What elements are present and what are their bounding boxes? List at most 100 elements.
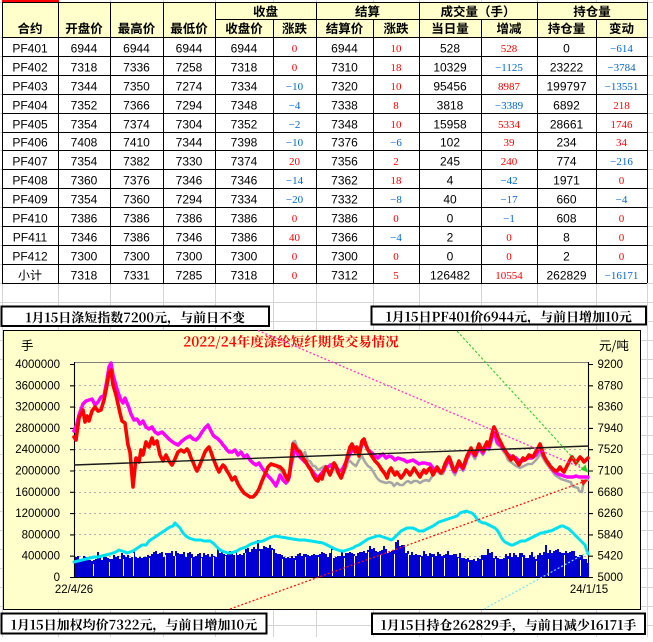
svg-text:24/1/15: 24/1/15: [570, 584, 608, 596]
svg-text:0: 0: [292, 251, 298, 263]
svg-text:0: 0: [393, 251, 399, 263]
svg-text:PF411: PF411: [13, 231, 48, 245]
svg-text:−20: −20: [286, 194, 304, 206]
svg-text:PF405: PF405: [12, 118, 48, 132]
svg-text:7294: 7294: [176, 193, 203, 207]
svg-text:28661: 28661: [550, 118, 584, 132]
svg-text:6944: 6944: [176, 42, 203, 56]
svg-text:0: 0: [619, 251, 625, 263]
svg-text:10554: 10554: [495, 270, 523, 282]
svg-text:6944: 6944: [231, 42, 258, 56]
svg-text:23222: 23222: [550, 61, 584, 75]
svg-text:PF403: PF403: [12, 80, 48, 94]
svg-text:7344: 7344: [71, 80, 98, 94]
svg-text:5840: 5840: [598, 529, 624, 541]
svg-text:7386: 7386: [331, 212, 358, 226]
svg-text:7354: 7354: [71, 155, 98, 169]
svg-text:7352: 7352: [231, 118, 258, 132]
svg-text:7354: 7354: [71, 118, 98, 132]
svg-text:PF408: PF408: [12, 174, 48, 188]
svg-text:0: 0: [54, 572, 60, 584]
svg-text:234: 234: [556, 136, 576, 150]
svg-text:10329: 10329: [433, 61, 467, 75]
svg-text:10: 10: [391, 43, 403, 55]
svg-text:7285: 7285: [176, 269, 203, 283]
svg-text:8: 8: [563, 231, 570, 245]
svg-text:PF402: PF402: [12, 61, 48, 75]
svg-text:2400000: 2400000: [15, 444, 60, 456]
svg-text:0: 0: [447, 250, 454, 264]
svg-text:7320: 7320: [331, 80, 358, 94]
svg-text:7386: 7386: [231, 231, 258, 245]
svg-text:7310: 7310: [331, 61, 358, 75]
svg-text:6680: 6680: [598, 487, 624, 499]
svg-text:7410: 7410: [123, 136, 150, 150]
svg-text:528: 528: [440, 42, 460, 56]
svg-text:2: 2: [563, 250, 570, 264]
svg-text:0: 0: [563, 42, 570, 56]
svg-text:7331: 7331: [123, 269, 150, 283]
svg-text:PF401: PF401: [12, 42, 48, 56]
svg-text:6944: 6944: [123, 42, 150, 56]
svg-text:1746: 1746: [611, 119, 634, 131]
svg-text:−614: −614: [610, 43, 633, 55]
svg-text:7346: 7346: [231, 174, 258, 188]
svg-text:−14: −14: [286, 175, 304, 187]
svg-text:0: 0: [447, 212, 454, 226]
svg-text:262829: 262829: [546, 269, 586, 283]
svg-text:7332: 7332: [331, 193, 358, 207]
svg-text:5420: 5420: [598, 551, 624, 563]
svg-text:7348: 7348: [231, 99, 258, 113]
svg-text:2000000: 2000000: [15, 466, 60, 478]
svg-text:2: 2: [393, 156, 399, 168]
svg-text:5000: 5000: [598, 572, 624, 584]
svg-text:6260: 6260: [598, 508, 624, 520]
svg-text:10: 10: [391, 119, 403, 131]
svg-text:−4: −4: [390, 232, 402, 244]
svg-text:7318: 7318: [71, 269, 98, 283]
svg-text:800000: 800000: [22, 529, 60, 541]
svg-text:7258: 7258: [176, 61, 203, 75]
svg-text:7348: 7348: [331, 118, 358, 132]
svg-text:7360: 7360: [123, 193, 150, 207]
svg-text:39: 39: [504, 137, 516, 149]
svg-text:6944: 6944: [71, 42, 98, 56]
svg-text:7100: 7100: [598, 466, 624, 478]
svg-text:4000000: 4000000: [15, 359, 60, 371]
svg-text:−3389: −3389: [495, 100, 524, 112]
svg-text:7520: 7520: [598, 444, 624, 456]
svg-text:4: 4: [447, 174, 454, 188]
svg-text:7334: 7334: [231, 80, 258, 94]
svg-text:34: 34: [616, 137, 628, 149]
svg-text:22/4/26: 22/4/26: [55, 584, 93, 596]
svg-text:7374: 7374: [231, 155, 258, 169]
svg-text:7362: 7362: [331, 174, 358, 188]
svg-text:1600000: 1600000: [15, 487, 60, 499]
svg-text:7336: 7336: [123, 61, 150, 75]
svg-text:8360: 8360: [598, 402, 624, 414]
svg-text:0: 0: [506, 232, 512, 244]
svg-text:218: 218: [613, 100, 630, 112]
svg-text:−13551: −13551: [605, 81, 639, 93]
svg-text:3818: 3818: [437, 99, 464, 113]
svg-text:0: 0: [292, 62, 298, 74]
svg-text:−1: −1: [503, 213, 515, 225]
svg-text:7300: 7300: [331, 250, 358, 264]
svg-text:−216: −216: [610, 156, 633, 168]
svg-text:PF407: PF407: [12, 155, 48, 169]
svg-text:0: 0: [506, 251, 512, 263]
svg-text:40: 40: [289, 232, 301, 244]
svg-text:7366: 7366: [331, 231, 358, 245]
svg-text:3600000: 3600000: [15, 380, 60, 392]
svg-text:−4: −4: [289, 100, 301, 112]
svg-text:400000: 400000: [22, 551, 60, 563]
svg-text:7300: 7300: [176, 250, 203, 264]
svg-text:102: 102: [440, 136, 460, 150]
svg-text:−17: −17: [500, 194, 518, 206]
svg-text:7376: 7376: [123, 174, 150, 188]
svg-text:−2: −2: [289, 119, 301, 131]
svg-text:PF412: PF412: [12, 250, 48, 264]
svg-text:−4: −4: [616, 194, 628, 206]
svg-text:7374: 7374: [123, 118, 150, 132]
svg-text:40: 40: [443, 193, 457, 207]
